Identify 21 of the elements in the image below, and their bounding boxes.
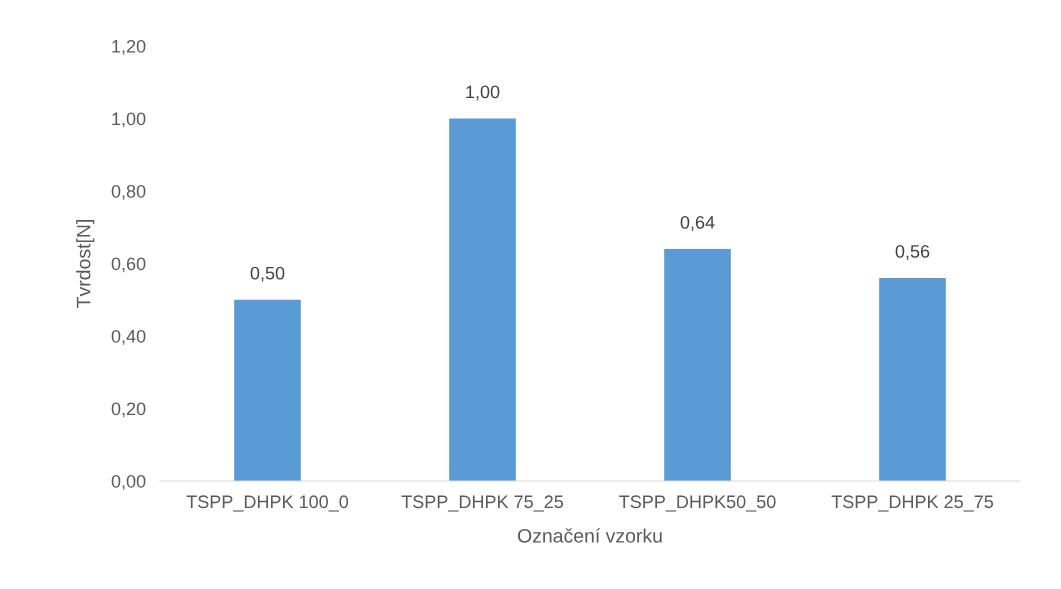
data-label: 1,00 [466,85,500,101]
x-axis-title: Označení vzorku [517,528,662,543]
y-tick-label: 0,60 [111,257,146,273]
x-tick-label: TSPP_DHPK 25_75 [831,495,994,512]
x-tick-label: TSPP_DHPK 75_25 [401,495,564,512]
data-label: 0,50 [250,266,285,282]
bar [234,299,301,481]
data-label: 0,64 [680,215,715,231]
y-axis-title: Tvrdost[N] [76,220,95,308]
bar [449,118,516,481]
x-tick-label: TSPP_DHPK 100_0 [186,495,349,512]
y-tick-label: 0,80 [111,184,146,200]
y-tick-label: 1,00 [112,112,146,128]
y-tick-label: 0,20 [111,402,146,418]
y-tick-label: 0,00 [111,474,146,490]
x-tick-label: TSPP_DHPK50_50 [619,495,776,512]
y-tick-label: 1,20 [112,39,146,55]
data-label: 0,56 [895,244,930,260]
bar [664,249,731,481]
y-tick-label: 0,40 [111,329,146,345]
bar [879,278,946,481]
